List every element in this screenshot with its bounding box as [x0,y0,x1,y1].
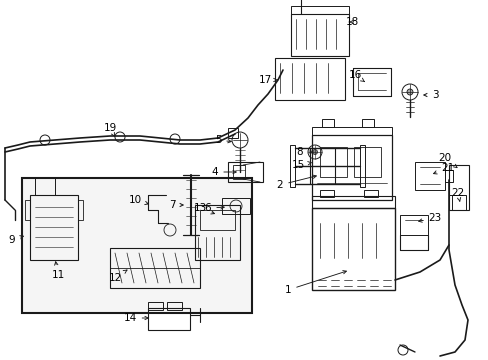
Text: 23: 23 [418,213,441,223]
Bar [148,302,163,310]
Text: 14: 14 [123,313,148,323]
Text: 2: 2 [276,175,316,190]
Bar [232,165,244,179]
Bar [414,162,444,190]
Text: 4: 4 [211,167,236,177]
Text: 3: 3 [423,90,437,100]
Bar [311,208,394,290]
Text: 16: 16 [347,70,364,82]
Circle shape [406,89,412,95]
Text: 6: 6 [204,203,224,213]
Bar [451,195,465,210]
Bar [363,190,377,197]
Text: 20: 20 [438,153,456,168]
Bar [311,196,394,208]
Bar [399,215,427,235]
Bar [448,165,468,210]
Bar [319,190,333,197]
Text: 12: 12 [108,270,127,283]
Bar [222,198,249,214]
Bar [35,177,55,195]
Text: 21: 21 [433,163,454,174]
Bar [289,145,294,187]
Bar [319,147,346,177]
Bar [274,58,345,100]
Circle shape [312,149,317,154]
Text: 5: 5 [214,135,231,145]
Bar [200,210,235,230]
Text: 15: 15 [291,160,311,170]
Bar [290,6,348,14]
Text: 18: 18 [345,17,358,27]
Text: 9: 9 [9,235,23,245]
Text: 1: 1 [284,271,346,295]
Text: 11: 11 [51,262,64,280]
Bar [311,127,391,135]
Text: 10: 10 [128,195,148,205]
Bar [167,302,182,310]
Bar [25,200,30,220]
Bar [227,128,238,138]
Bar [227,162,263,182]
Text: 19: 19 [103,123,116,136]
Bar [359,145,364,187]
Bar [30,195,78,260]
Bar [311,135,391,200]
Bar [148,308,190,330]
Text: 13: 13 [193,203,214,214]
Bar [110,248,200,288]
Bar [444,170,452,182]
Text: 8: 8 [296,147,313,157]
Bar [321,119,333,127]
Bar [195,205,240,260]
Text: 22: 22 [450,188,464,201]
Bar [361,119,373,127]
Bar [353,147,380,177]
Text: 17: 17 [258,75,277,85]
Bar [22,178,251,313]
Bar [290,14,348,56]
Bar [78,200,83,220]
Text: 7: 7 [168,200,183,210]
